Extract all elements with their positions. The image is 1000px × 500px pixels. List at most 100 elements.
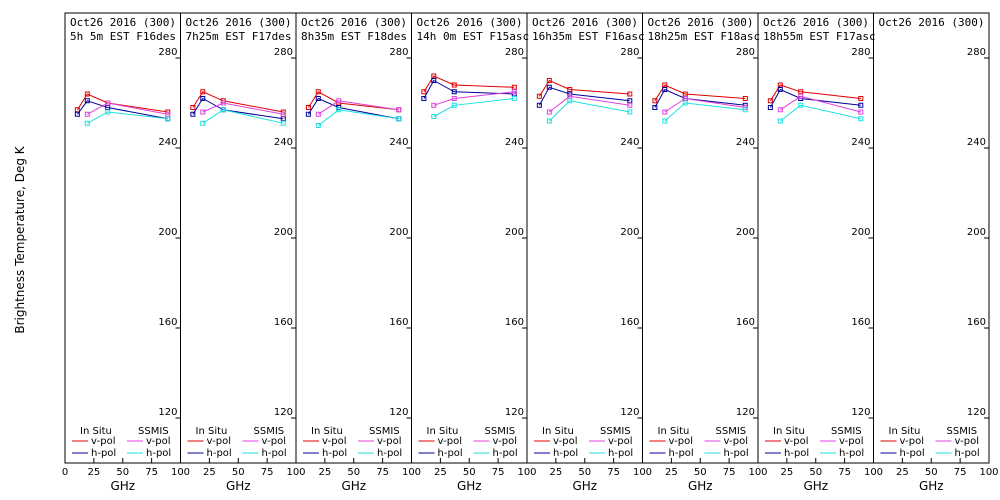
data-point — [200, 89, 206, 95]
y-tick-label: 200 — [274, 227, 293, 238]
legend-insitu-title: In Situ — [427, 426, 459, 437]
data-point — [662, 118, 668, 124]
panel-4: Oct26 2016 (300)14h 0m EST F15asc 120 160 2… — [411, 12, 537, 493]
x-tick-label: 25 — [896, 467, 909, 478]
data-point — [315, 111, 321, 117]
data-point — [396, 116, 402, 122]
series-ssmis-v — [777, 93, 864, 115]
y-tick-label: 120 — [851, 407, 870, 418]
x-tick-label: 100 — [171, 467, 190, 478]
y-tick-label: 120 — [389, 407, 408, 418]
legend-label-insitu-h: h-pol — [91, 448, 116, 459]
x-tick-label: 100 — [979, 467, 998, 478]
data-point — [742, 96, 748, 101]
legend-label-ssmis-v: v-pol — [493, 436, 518, 447]
x-axis-label: GHz — [688, 479, 713, 493]
data-point — [105, 100, 111, 106]
legend-insitu-title: In Situ — [80, 426, 112, 437]
panel-title-time: 16h35m EST F16asc — [532, 30, 645, 43]
x-tick-label: 50 — [694, 467, 707, 478]
x-tick-label: 75 — [723, 467, 736, 478]
legend-label-insitu-h: h-pol — [438, 448, 463, 459]
data-point — [858, 96, 864, 101]
y-tick-label: 280 — [851, 47, 870, 58]
x-tick-label: 75 — [838, 467, 851, 478]
data-point — [858, 116, 864, 122]
y-tick-label: 240 — [274, 137, 293, 148]
legend-label-insitu-v: v-pol — [207, 436, 232, 447]
x-tick-label: 0 — [62, 467, 68, 478]
x-tick-label: 75 — [492, 467, 505, 478]
data-point — [536, 102, 542, 108]
legend-label-ssmis-v: v-pol — [377, 436, 402, 447]
x-axis-label: GHz — [110, 479, 135, 493]
legend-label-insitu-h: h-pol — [553, 448, 578, 459]
y-tick-label: 240 — [967, 137, 986, 148]
y-tick-label: 120 — [158, 407, 177, 418]
data-point — [451, 89, 457, 95]
y-tick-label: 280 — [505, 47, 524, 58]
legend-label-insitu-h: h-pol — [669, 448, 694, 459]
y-tick-label: 160 — [158, 317, 177, 328]
data-point — [84, 111, 90, 117]
legend-ssmis-title: SSMIS — [485, 426, 516, 437]
series-line — [202, 109, 284, 124]
series-line — [779, 104, 861, 122]
data-point — [280, 111, 286, 117]
y-tick-label: 240 — [620, 137, 639, 148]
legend-label-ssmis-h: h-pol — [377, 448, 402, 459]
legend-label-ssmis-h: h-pol — [839, 448, 864, 459]
data-point — [421, 96, 427, 101]
series-ssmis-h — [84, 109, 171, 126]
series-line — [307, 97, 399, 120]
y-tick-label: 280 — [620, 47, 639, 58]
panel-title-time: 7h25m EST F17des — [186, 30, 292, 43]
legend-label-ssmis-h: h-pol — [724, 448, 749, 459]
data-point — [742, 107, 748, 113]
series-ssmis-h — [315, 107, 402, 128]
series-line — [654, 88, 746, 108]
data-point — [74, 111, 80, 117]
data-point — [200, 109, 206, 115]
data-point — [858, 109, 864, 115]
panel-title-date: Oct26 2016 (300) — [879, 16, 985, 29]
legend-label-ssmis-v: v-pol — [146, 436, 171, 447]
data-point — [798, 93, 804, 99]
data-point — [451, 102, 457, 108]
x-tick-label: 50 — [232, 467, 245, 478]
y-tick-label: 160 — [620, 317, 639, 328]
x-tick-label: 50 — [925, 467, 938, 478]
data-point — [652, 105, 658, 110]
series-insitu-v — [767, 82, 864, 104]
data-point — [777, 107, 783, 113]
data-point — [305, 111, 311, 117]
legend-insitu-title: In Situ — [542, 426, 574, 437]
x-tick-label: 25 — [665, 467, 678, 478]
x-tick-label: 25 — [203, 467, 216, 478]
panel-1: Oct26 2016 (300)5h 5m EST F16des 120 160 20… — [62, 12, 190, 493]
legend-label-ssmis-v: v-pol — [724, 436, 749, 447]
y-tick-label: 240 — [505, 137, 524, 148]
y-tick-label: 240 — [851, 137, 870, 148]
data-point — [536, 93, 542, 99]
y-tick-label: 120 — [274, 407, 293, 418]
data-point — [315, 123, 321, 128]
y-tick-label: 200 — [158, 227, 177, 238]
x-tick-label: 100 — [517, 467, 536, 478]
legend-label-ssmis-v: v-pol — [839, 436, 864, 447]
x-axis-label: GHz — [457, 479, 482, 493]
panel-3: Oct26 2016 (300)8h35m EST F18des 120 160 20… — [295, 12, 421, 493]
series-ssmis-h — [777, 102, 864, 124]
data-point — [165, 116, 171, 122]
data-point — [84, 120, 90, 126]
data-point — [546, 109, 552, 115]
legend-label-ssmis-v: v-pol — [955, 436, 980, 447]
y-tick-label: 280 — [274, 47, 293, 58]
data-point — [105, 109, 111, 115]
panel-title-time: 14h 0m EST F15asc — [417, 30, 530, 43]
